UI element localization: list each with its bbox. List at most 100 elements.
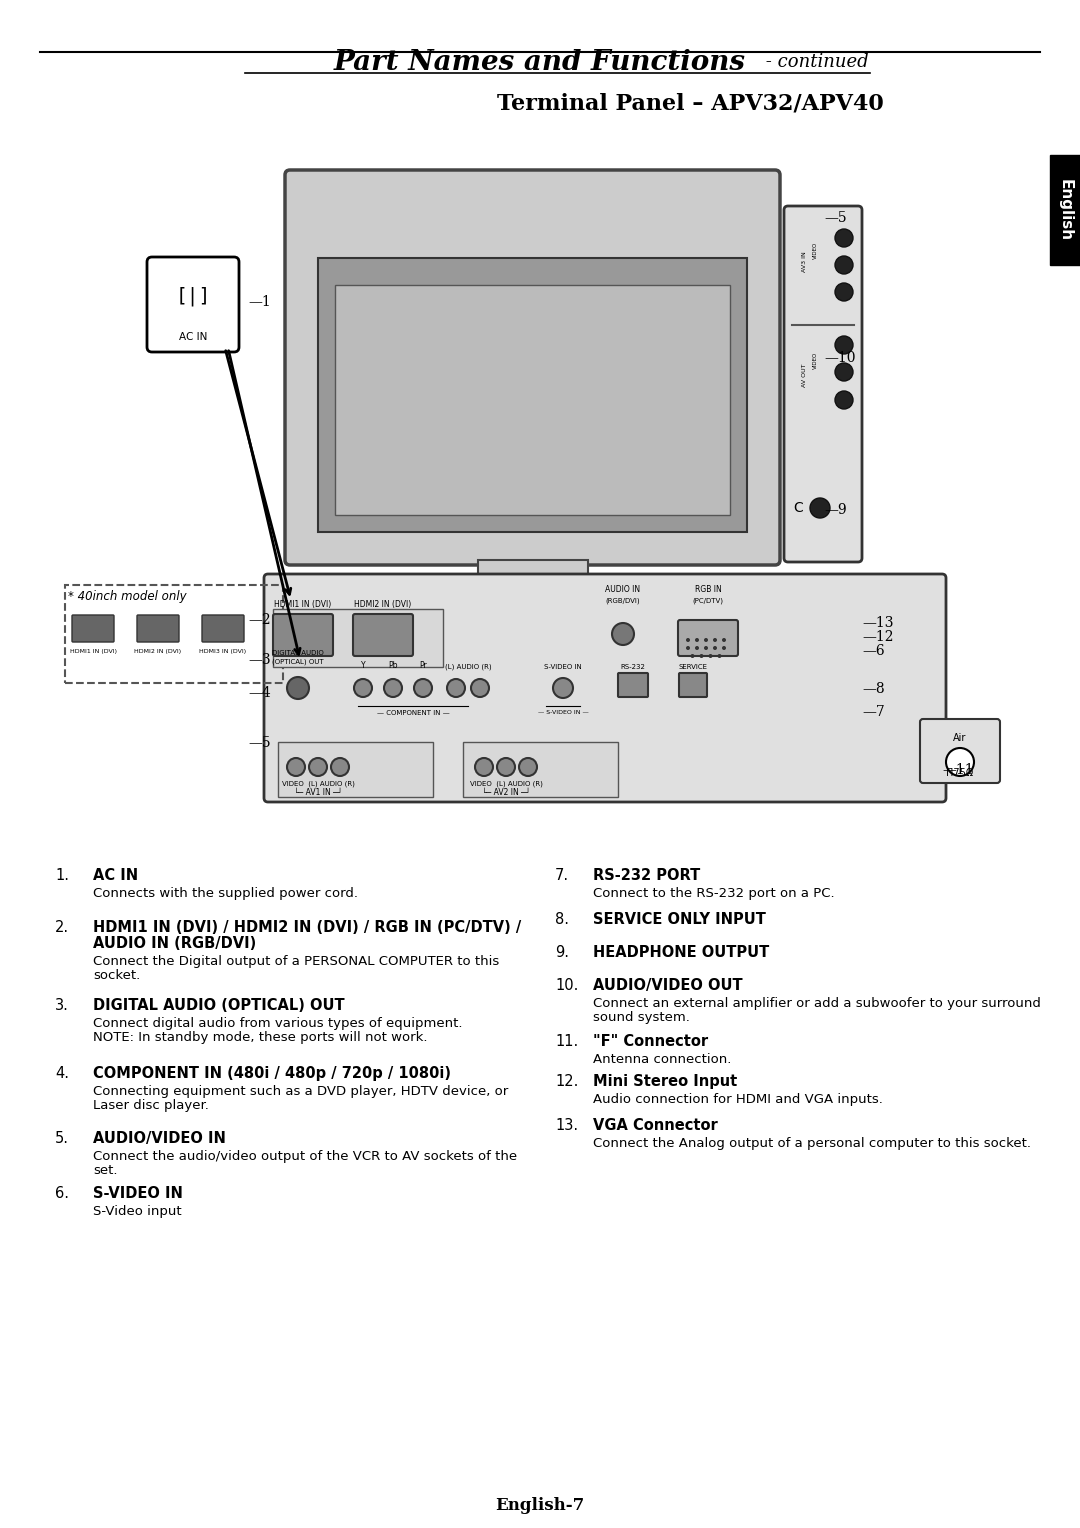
Text: NOTE: In standby mode, these ports will not work.: NOTE: In standby mode, these ports will … — [93, 1031, 428, 1044]
Text: socket.: socket. — [93, 969, 140, 983]
Text: HDMI1 IN (DVI): HDMI1 IN (DVI) — [69, 648, 117, 654]
Bar — [318, 258, 747, 532]
Text: AC IN: AC IN — [179, 332, 207, 342]
Text: set.: set. — [93, 1164, 118, 1177]
Text: —5: —5 — [248, 736, 271, 750]
Text: Terminal Panel – APV32/APV40: Terminal Panel – APV32/APV40 — [497, 92, 883, 115]
Text: 13.: 13. — [555, 1118, 578, 1132]
Text: - continued: - continued — [760, 53, 868, 70]
Text: VIDEO: VIDEO — [812, 351, 818, 368]
Text: 11.: 11. — [555, 1034, 578, 1050]
Text: S-VIDEO IN: S-VIDEO IN — [93, 1186, 183, 1201]
Circle shape — [309, 758, 327, 776]
Text: — COMPONENT IN —: — COMPONENT IN — — [377, 711, 449, 717]
Text: VIDEO: VIDEO — [812, 241, 818, 258]
Text: "F" Connector: "F" Connector — [593, 1034, 708, 1050]
Text: —4: —4 — [248, 686, 271, 700]
Circle shape — [384, 678, 402, 697]
Text: English: English — [1057, 179, 1072, 241]
Text: Laser disc player.: Laser disc player. — [93, 1099, 208, 1112]
Circle shape — [354, 678, 372, 697]
Text: Air: Air — [954, 733, 967, 743]
Bar — [437, 588, 627, 596]
Circle shape — [835, 257, 853, 274]
Circle shape — [835, 336, 853, 354]
Text: Connect the audio/video output of the VCR to AV sockets of the: Connect the audio/video output of the VC… — [93, 1151, 517, 1163]
Circle shape — [475, 758, 492, 776]
Circle shape — [471, 678, 489, 697]
Text: —13: —13 — [862, 616, 893, 630]
Text: SERVICE ONLY INPUT: SERVICE ONLY INPUT — [593, 912, 766, 927]
Text: VIDEO  (L) AUDIO (R): VIDEO (L) AUDIO (R) — [282, 781, 354, 787]
Circle shape — [810, 498, 831, 518]
Circle shape — [723, 646, 726, 649]
FancyBboxPatch shape — [618, 672, 648, 697]
Circle shape — [835, 283, 853, 301]
Bar — [1050, 154, 1080, 264]
Bar — [335, 286, 730, 515]
Circle shape — [287, 677, 309, 698]
Circle shape — [414, 678, 432, 697]
Text: Y: Y — [361, 662, 365, 669]
Text: —10: —10 — [824, 351, 855, 365]
Text: Connect to the RS-232 port on a PC.: Connect to the RS-232 port on a PC. — [593, 886, 835, 900]
Circle shape — [287, 758, 305, 776]
Text: 6.: 6. — [55, 1186, 69, 1201]
Text: —5: —5 — [824, 211, 847, 225]
Text: RS-232 PORT: RS-232 PORT — [593, 868, 700, 883]
Text: 9.: 9. — [555, 944, 569, 960]
Bar — [65, 585, 283, 683]
FancyBboxPatch shape — [679, 672, 707, 697]
Text: Connects with the supplied power cord.: Connects with the supplied power cord. — [93, 886, 357, 900]
Text: (RGB/DVI): (RGB/DVI) — [606, 597, 640, 604]
Circle shape — [553, 678, 573, 698]
Text: AV OUT: AV OUT — [801, 364, 807, 387]
Text: 3.: 3. — [55, 998, 69, 1013]
Text: S-Video input: S-Video input — [93, 1206, 181, 1218]
FancyBboxPatch shape — [137, 614, 179, 642]
Text: 4.: 4. — [55, 1067, 69, 1080]
Circle shape — [717, 654, 721, 659]
FancyBboxPatch shape — [72, 614, 114, 642]
Text: HDMI3 IN (DVI): HDMI3 IN (DVI) — [200, 648, 246, 654]
Circle shape — [704, 639, 708, 642]
Text: —1: —1 — [248, 295, 271, 309]
Text: SERVICE: SERVICE — [678, 665, 707, 669]
Text: (PC/DTV): (PC/DTV) — [692, 597, 724, 604]
Text: —11: —11 — [942, 762, 974, 778]
FancyBboxPatch shape — [202, 614, 244, 642]
Text: —2: —2 — [248, 613, 271, 626]
Circle shape — [835, 391, 853, 410]
Text: * 40inch model only: * 40inch model only — [68, 590, 187, 604]
Circle shape — [700, 654, 703, 659]
Bar — [273, 610, 443, 668]
Text: └─ AV1 IN ─┘: └─ AV1 IN ─┘ — [294, 788, 342, 798]
Text: AUDIO/VIDEO IN: AUDIO/VIDEO IN — [93, 1131, 226, 1146]
Circle shape — [713, 646, 717, 649]
FancyBboxPatch shape — [353, 614, 413, 656]
Text: HDMI2 IN (DVI): HDMI2 IN (DVI) — [134, 648, 181, 654]
Text: —7: —7 — [862, 704, 885, 720]
Text: Connect digital audio from various types of equipment.: Connect digital audio from various types… — [93, 1018, 462, 1030]
Text: (OPTICAL) OUT: (OPTICAL) OUT — [272, 659, 324, 665]
FancyBboxPatch shape — [678, 620, 738, 656]
Circle shape — [497, 758, 515, 776]
Text: HEADPHONE OUTPUT: HEADPHONE OUTPUT — [593, 944, 769, 960]
Text: 1.: 1. — [55, 868, 69, 883]
FancyBboxPatch shape — [285, 170, 780, 565]
FancyBboxPatch shape — [273, 614, 333, 656]
Circle shape — [946, 749, 974, 776]
Text: Connect the Digital output of a PERSONAL COMPUTER to this: Connect the Digital output of a PERSONAL… — [93, 955, 499, 969]
Text: Audio connection for HDMI and VGA inputs.: Audio connection for HDMI and VGA inputs… — [593, 1093, 882, 1106]
Circle shape — [447, 678, 465, 697]
Text: Connecting equipment such as a DVD player, HDTV device, or: Connecting equipment such as a DVD playe… — [93, 1085, 509, 1099]
Circle shape — [713, 639, 717, 642]
Text: Pr: Pr — [419, 662, 427, 669]
Circle shape — [330, 758, 349, 776]
Text: AUDIO IN (RGB/DVI): AUDIO IN (RGB/DVI) — [93, 937, 256, 950]
Circle shape — [612, 623, 634, 645]
Text: 10.: 10. — [555, 978, 579, 993]
Circle shape — [835, 229, 853, 248]
Text: English-7: English-7 — [496, 1496, 584, 1514]
Text: —12: —12 — [862, 630, 893, 643]
